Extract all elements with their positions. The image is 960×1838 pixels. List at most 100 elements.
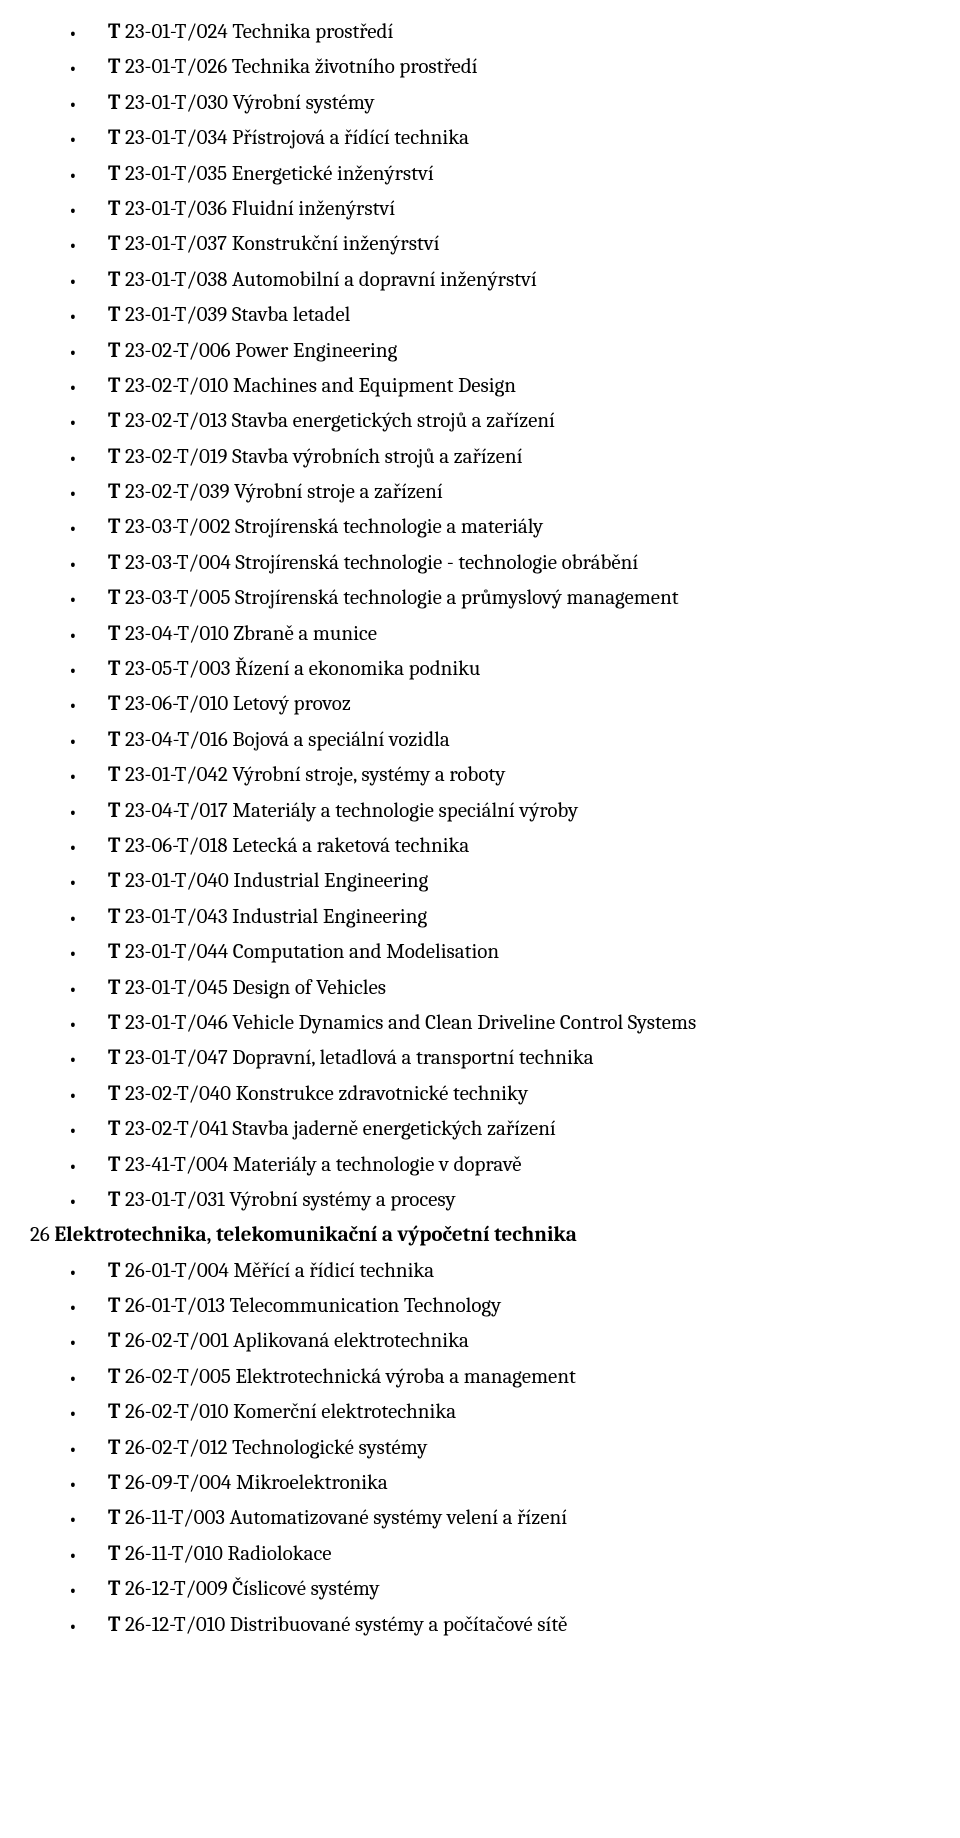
item-ref: 23-01-T/047: [125, 1046, 228, 1070]
item-code: T: [108, 91, 120, 115]
item-name: Aplikovaná elektrotechnika: [233, 1329, 469, 1353]
list-item: T 23-01-T/030 Výrobní systémy: [30, 89, 930, 118]
item-ref: 26-01-T/013: [125, 1294, 225, 1318]
item-ref: 26-02-T/001: [125, 1329, 229, 1353]
list-item: T 23-03-T/005 Strojírenská technologie a…: [30, 584, 930, 613]
item-ref: 23-02-T/041: [125, 1117, 228, 1141]
item-code: T: [108, 1259, 120, 1283]
item-code: T: [108, 409, 120, 433]
item-ref: 23-02-T/013: [125, 409, 227, 433]
item-name: Dopravní, letadlová a transportní techni…: [232, 1046, 593, 1070]
item-code: T: [108, 55, 120, 79]
item-code: T: [108, 869, 120, 893]
item-name: Výrobní systémy a procesy: [229, 1188, 455, 1212]
item-ref: 26-11-T/010: [125, 1542, 223, 1566]
item-code: T: [108, 657, 120, 681]
list-item: T 23-03-T/004 Strojírenská technologie -…: [30, 549, 930, 578]
item-name: Měřící a řídicí technika: [234, 1259, 435, 1283]
list-item: T 26-12-T/009 Číslicové systémy: [30, 1575, 930, 1604]
item-code: T: [108, 20, 120, 44]
item-ref: 26-02-T/012: [125, 1436, 228, 1460]
list-item: T 23-01-T/036 Fluidní inženýrství: [30, 195, 930, 224]
item-ref: 23-01-T/038: [125, 268, 227, 292]
item-name: Materiály a technologie v dopravě: [233, 1153, 522, 1177]
item-code: T: [108, 940, 120, 964]
item-ref: 23-03-T/004: [125, 551, 231, 575]
item-ref: 26-01-T/004: [125, 1259, 229, 1283]
item-name: Radiolokace: [228, 1542, 332, 1566]
item-code: T: [108, 232, 120, 256]
item-ref: 26-12-T/010: [125, 1613, 225, 1637]
item-name: Automatizované systémy velení a řízení: [230, 1506, 567, 1530]
list-item: T 23-01-T/046 Vehicle Dynamics and Clean…: [30, 1009, 930, 1038]
item-ref: 23-01-T/040: [125, 869, 229, 893]
item-code: T: [108, 692, 120, 716]
list-item: T 23-01-T/026 Technika životního prostře…: [30, 53, 930, 82]
item-name: Elektrotechnická výroba a management: [235, 1365, 575, 1389]
item-code: T: [108, 339, 120, 363]
list-item: T 23-01-T/038 Automobilní a dopravní inž…: [30, 266, 930, 295]
item-code: T: [108, 1153, 120, 1177]
list-item: T 26-11-T/003 Automatizované systémy vel…: [30, 1504, 930, 1533]
list-item: T 23-04-T/017 Materiály a technologie sp…: [30, 797, 930, 826]
item-name: Fluidní inženýrství: [232, 197, 395, 221]
list-item: T 26-02-T/001 Aplikovaná elektrotechnika: [30, 1327, 930, 1356]
item-ref: 23-04-T/017: [125, 799, 228, 823]
item-ref: 23-02-T/040: [125, 1082, 231, 1106]
item-name: Stavba výrobních strojů a zařízení: [232, 445, 522, 469]
item-name: Letecká a raketová technika: [232, 834, 469, 858]
item-ref: 23-02-T/010: [125, 374, 228, 398]
section-heading: 26 Elektrotechnika, telekomunikační a vý…: [30, 1221, 930, 1250]
item-name: Materiály a technologie speciální výroby: [232, 799, 578, 823]
item-name: Design of Vehicles: [232, 976, 386, 1000]
list-item: T 23-02-T/006 Power Engineering: [30, 337, 930, 366]
list-item: T 23-01-T/040 Industrial Engineering: [30, 867, 930, 896]
document-page: T 23-01-T/024 Technika prostředíT 23-01-…: [0, 0, 960, 1676]
item-name: Strojírenská technologie a průmyslový ma…: [235, 586, 679, 610]
item-ref: 23-06-T/010: [125, 692, 228, 716]
item-name: Výrobní stroje a zařízení: [234, 480, 443, 504]
item-name: Automobilní a dopravní inženýrství: [232, 268, 537, 292]
item-name: Industrial Engineering: [232, 905, 427, 929]
item-code: T: [108, 1046, 120, 1070]
item-ref: 23-01-T/039: [125, 303, 227, 327]
list-item: T 26-01-T/013 Telecommunication Technolo…: [30, 1292, 930, 1321]
list-item: T 23-02-T/019 Stavba výrobních strojů a …: [30, 443, 930, 472]
list-item: T 23-01-T/044 Computation and Modelisati…: [30, 938, 930, 967]
list-item: T 23-05-T/003 Řízení a ekonomika podniku: [30, 655, 930, 684]
list-item: T 23-01-T/037 Konstrukční inženýrství: [30, 230, 930, 259]
list-item: T 23-06-T/010 Letový provoz: [30, 690, 930, 719]
item-ref: 23-01-T/037: [125, 232, 227, 256]
item-name: Konstrukce zdravotnické techniky: [236, 1082, 528, 1106]
item-name: Strojírenská technologie - technologie o…: [235, 551, 638, 575]
item-code: T: [108, 303, 120, 327]
item-code: T: [108, 551, 120, 575]
item-code: T: [108, 268, 120, 292]
list-item: T 23-01-T/039 Stavba letadel: [30, 301, 930, 330]
list-item: T 26-02-T/005 Elektrotechnická výroba a …: [30, 1363, 930, 1392]
item-code: T: [108, 126, 120, 150]
item-name: Výrobní systémy: [233, 91, 375, 115]
item-ref: 23-01-T/035: [125, 162, 227, 186]
course-list-23: T 23-01-T/024 Technika prostředíT 23-01-…: [30, 18, 930, 1215]
item-code: T: [108, 1365, 120, 1389]
item-code: T: [108, 1436, 120, 1460]
item-code: T: [108, 1506, 120, 1530]
item-name: Vehicle Dynamics and Clean Driveline Con…: [232, 1011, 696, 1035]
item-name: Technologické systémy: [232, 1436, 427, 1460]
list-item: T 26-02-T/010 Komerční elektrotechnika: [30, 1398, 930, 1427]
list-item: T 23-06-T/018 Letecká a raketová technik…: [30, 832, 930, 861]
item-code: T: [108, 905, 120, 929]
item-code: T: [108, 445, 120, 469]
list-item: T 26-11-T/010 Radiolokace: [30, 1540, 930, 1569]
list-item: T 23-01-T/047 Dopravní, letadlová a tran…: [30, 1044, 930, 1073]
item-name: Telecommunication Technology: [230, 1294, 502, 1318]
item-ref: 26-02-T/010: [125, 1400, 229, 1424]
item-name: Stavba jaderně energetických zařízení: [232, 1117, 555, 1141]
item-ref: 23-01-T/031: [125, 1188, 225, 1212]
item-name: Stavba energetických strojů a zařízení: [232, 409, 555, 433]
list-item: T 23-01-T/031 Výrobní systémy a procesy: [30, 1186, 930, 1215]
course-list-26: T 26-01-T/004 Měřící a řídicí technika T …: [30, 1257, 930, 1640]
item-name: Mikroelektronika: [236, 1471, 388, 1495]
item-code: T: [108, 1329, 120, 1353]
